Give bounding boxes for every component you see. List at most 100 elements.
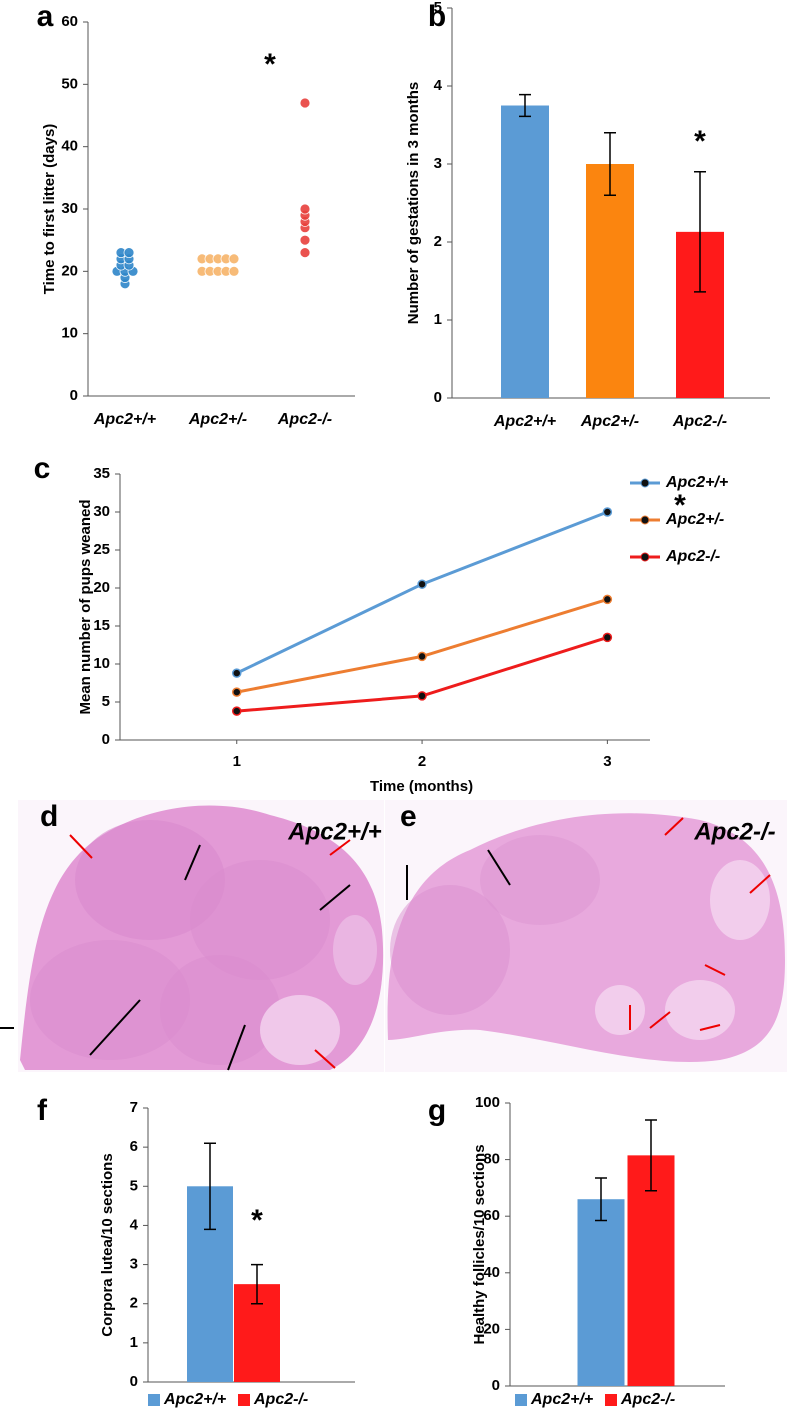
x-tick-label: Apc2+/+ (493, 413, 556, 430)
legend-label: Apc2+/+ (530, 1391, 593, 1408)
legend-swatch (605, 1394, 617, 1406)
image-caption: Apc2-/- (693, 818, 775, 845)
marker (417, 691, 427, 701)
bar (501, 105, 549, 398)
marker (417, 579, 427, 589)
y-tick-label: 15 (93, 617, 110, 634)
legend-label: Apc2-/- (665, 548, 720, 565)
histology-e (385, 800, 787, 1072)
y-tick-label: 100 (475, 1094, 500, 1111)
annotation: * (694, 125, 706, 158)
y-tick-label: 60 (61, 13, 78, 30)
y-tick-label: 1 (130, 1334, 138, 1351)
y-tick-label: 25 (93, 541, 110, 558)
y-tick-label: 30 (93, 503, 110, 520)
legend-label: Apc2+/+ (665, 474, 728, 491)
error-bar (519, 93, 531, 118)
y-tick-label: 20 (483, 1320, 500, 1337)
annotation: * (264, 48, 276, 81)
x-tick-label: Apc2+/- (188, 411, 247, 428)
error-bar (595, 1177, 607, 1222)
x-tick-label: Apc2-/- (672, 413, 727, 430)
y-tick-label: 0 (130, 1373, 138, 1390)
panel-letter: f (37, 1094, 48, 1127)
annotation: * (251, 1204, 263, 1237)
error-bar (251, 1263, 263, 1305)
annotation: * (674, 489, 686, 522)
x-tick-label: Apc2+/- (580, 413, 639, 430)
y-tick-label: 40 (61, 138, 78, 155)
y-tick-label: 40 (483, 1264, 500, 1281)
y-tick-label: 0 (434, 389, 442, 406)
panel-letter: c (34, 452, 51, 485)
data-point (299, 247, 311, 259)
y-tick-label: 20 (93, 579, 110, 596)
legend-marker (640, 515, 650, 525)
y-tick-label: 50 (61, 75, 78, 92)
legend-swatch (238, 1394, 250, 1406)
panel-letter: g (428, 1094, 446, 1127)
legend-marker (640, 552, 650, 562)
marker (231, 668, 242, 678)
legend-swatch (148, 1394, 160, 1406)
y-axis-label: Healthy follicles/10 sections (471, 1144, 488, 1344)
y-tick-label: 2 (434, 233, 442, 250)
y-tick-label: 2 (130, 1295, 138, 1312)
legend-marker (640, 478, 650, 488)
y-tick-label: 0 (492, 1377, 500, 1394)
y-tick-label: 4 (434, 77, 443, 94)
image-caption: Apc2+/+ (287, 818, 381, 845)
data-point (299, 234, 311, 246)
y-tick-label: 35 (93, 465, 110, 482)
marker (231, 706, 242, 716)
panel-letter: a (37, 0, 54, 33)
x-tick-label: Apc2+/+ (93, 411, 156, 428)
bar (577, 1199, 625, 1386)
data-point (299, 97, 311, 109)
marker (231, 687, 242, 697)
y-tick-label: 30 (61, 200, 78, 217)
y-tick-label: 5 (130, 1177, 138, 1194)
y-axis-label: Mean number of pups weaned (77, 499, 94, 714)
x-tick-label: 3 (603, 753, 611, 770)
marker (417, 651, 427, 662)
bar (627, 1155, 675, 1386)
y-tick-label: 20 (61, 262, 78, 279)
panel-letter: d (40, 800, 58, 833)
y-tick-label: 80 (483, 1151, 500, 1168)
y-tick-label: 10 (61, 325, 78, 342)
y-tick-label: 3 (434, 155, 442, 172)
legend-label: Apc2+/+ (163, 1391, 226, 1408)
y-tick-label: 3 (130, 1256, 138, 1273)
y-axis-label: Corpora lutea/10 sections (99, 1153, 116, 1336)
data-point (123, 247, 135, 259)
legend-label: Apc2-/- (620, 1391, 675, 1408)
line (236, 510, 608, 675)
error-bar (645, 1119, 657, 1192)
panel-letter: b (428, 0, 446, 33)
legend-label: Apc2+/- (665, 511, 724, 528)
y-tick-label: 6 (130, 1138, 138, 1155)
x-tick-label: 1 (233, 753, 241, 770)
data-point (299, 203, 311, 215)
error-bar (204, 1142, 216, 1231)
error-bar (604, 132, 616, 196)
y-tick-label: 5 (102, 693, 110, 710)
x-axis-label: Time (months) (370, 778, 473, 795)
legend-swatch (515, 1394, 527, 1406)
y-tick-label: 0 (70, 387, 78, 404)
marker (602, 632, 613, 643)
data-point (228, 265, 240, 277)
x-tick-label: 2 (418, 753, 426, 770)
y-tick-label: 5 (434, 0, 442, 16)
y-axis-label: Time to first litter (days) (41, 124, 58, 295)
y-axis-label: Number of gestations in 3 months (405, 82, 422, 325)
bar (586, 164, 634, 398)
y-tick-label: 1 (434, 311, 442, 328)
panel-letter: e (400, 800, 417, 833)
data-point (228, 253, 240, 265)
y-tick-label: 7 (130, 1099, 138, 1116)
x-tick-label: Apc2-/- (277, 411, 332, 428)
error-bar (694, 171, 706, 293)
